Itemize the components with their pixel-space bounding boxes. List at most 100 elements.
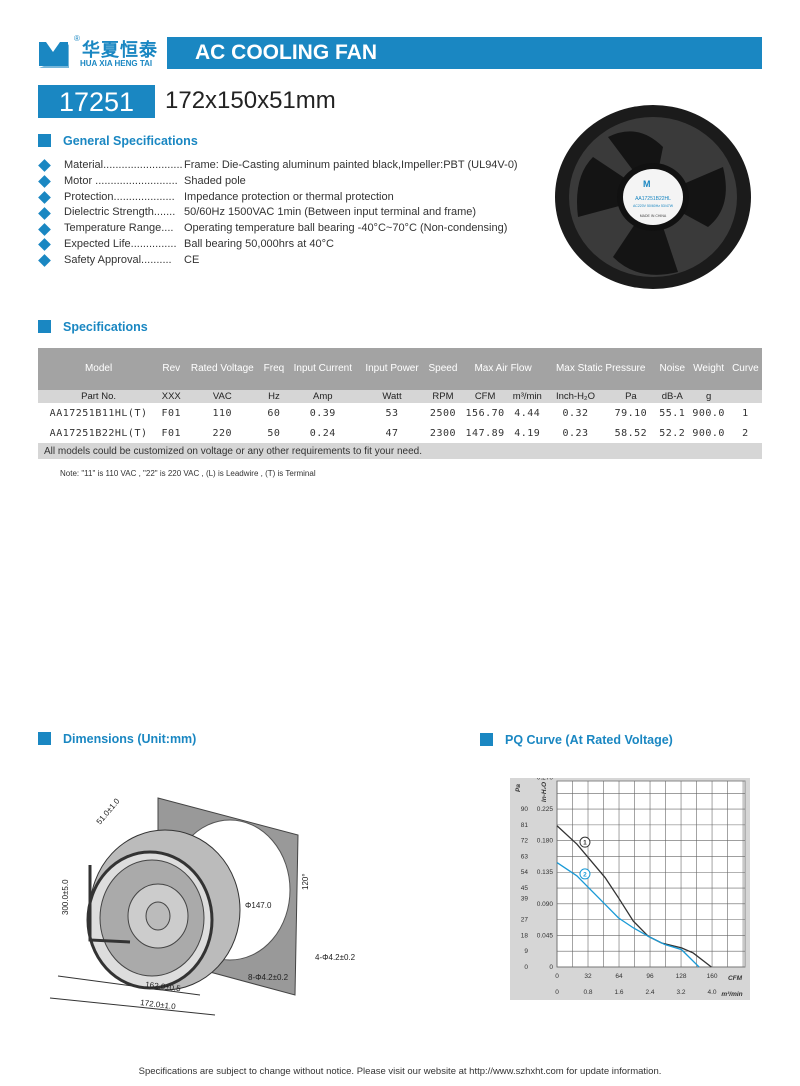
spec-item: Protection.................... Impedance …	[38, 190, 518, 206]
spec-value: Operating temperature ball bearing -40°C…	[184, 222, 508, 235]
table-cell: 147.89	[465, 427, 505, 439]
table-cell: 55.1	[659, 407, 686, 419]
y-tick-label: 72	[521, 838, 529, 845]
spec-value: Impedance protection or thermal protecti…	[184, 190, 394, 203]
y-tick-label: 81	[521, 822, 529, 829]
y2-tick-label: 0	[549, 964, 553, 971]
section-pq-curve: PQ Curve (At Rated Voltage)	[480, 733, 673, 747]
table-footer-row: All models could be customized on voltag…	[38, 443, 762, 459]
y-tick-label: 27	[521, 917, 529, 924]
fan-label-model: AA17251B22HL	[635, 196, 671, 202]
bullet-diamond-icon	[38, 191, 51, 204]
unit-cell: XXX	[159, 390, 184, 403]
table-cell: 60	[267, 407, 281, 419]
table-note: Note: "11" is 110 VAC , "22" is 220 VAC …	[60, 469, 316, 478]
section-title: Dimensions (Unit:mm)	[63, 732, 197, 746]
table-cell: 79.10	[614, 407, 648, 419]
fan-label-origin: MADE IN CHINA	[640, 214, 667, 218]
model-dimensions: 172x150x51mm	[165, 87, 336, 114]
column-header: Input Power	[358, 348, 426, 390]
page-title: AC COOLING FAN	[167, 37, 762, 69]
units-row: Part No. XXX VAC Hz Amp Watt RPM CFM m³/min Inch-…	[38, 390, 762, 403]
spec-item: Temperature Range.... Operating temperatu…	[38, 221, 518, 237]
spec-key: Safety Approval..........	[64, 253, 172, 266]
curve-label-2: 2	[583, 871, 587, 878]
section-title: General Specifications	[63, 134, 198, 148]
y-tick-label: 54	[521, 869, 529, 876]
general-spec-list: Material.......................... Frame:…	[38, 158, 518, 269]
y2-axis-label: In-H₂O	[541, 782, 548, 802]
column-header: Max Static Pressure	[545, 348, 657, 390]
table-cell: AA17251B11HL(T)	[49, 407, 148, 419]
spec-value: Shaded pole	[184, 174, 246, 187]
x2-tick-label: 0.8	[583, 989, 592, 996]
unit-cell: Part No.	[38, 390, 160, 403]
table-cell: 58.52	[614, 427, 648, 439]
column-header: Weight	[688, 348, 729, 390]
section-dimensions: Dimensions (Unit:mm)	[38, 732, 196, 746]
curve-line-1	[556, 825, 712, 968]
table-cell: 2500	[429, 407, 457, 419]
curve-line-2	[556, 862, 700, 968]
bullet-diamond-icon	[38, 238, 51, 252]
brand-logo: ® 华夏恒泰 HUA XIA HENG TAI	[38, 34, 163, 72]
unit-cell: g	[688, 390, 729, 403]
y-axis-label: Pa	[515, 784, 522, 792]
table-cell: 4.19	[514, 427, 541, 439]
table-cell: 53	[385, 407, 399, 419]
x-axis-label: CFM	[728, 975, 743, 982]
x-tick-label: 32	[584, 973, 592, 980]
column-header: Max Air Flow	[460, 348, 546, 390]
spec-key: Dielectric Strength.......	[64, 206, 176, 219]
column-header: Rev	[159, 348, 184, 390]
table-cell: 0.39	[309, 407, 336, 419]
table-cell: 900.0	[692, 427, 725, 439]
dim-outer: 172.0±1.0	[140, 998, 177, 1011]
unit-cell: Inch-H₂O	[545, 390, 606, 403]
table-cell: 110	[212, 407, 233, 419]
table-cell: 50	[267, 427, 281, 439]
table-cell: AA17251B22HL(T)	[49, 427, 148, 439]
x2-tick-label: 3.2	[677, 989, 686, 996]
unit-cell: dB-A	[656, 390, 689, 403]
unit-cell: Pa	[605, 390, 657, 403]
fan-label-rating: AC220V 50/60Hz 53/47W	[633, 204, 674, 208]
brand-name-cn: 华夏恒泰	[82, 40, 158, 60]
unit-cell: CFM	[460, 390, 510, 403]
table-cell: 0.32	[562, 407, 589, 419]
curve-label-1: 1	[583, 840, 587, 847]
spec-key: Temperature Range....	[64, 222, 174, 235]
spec-item: Dielectric Strength....... 50/60Hz 1500VA…	[38, 205, 518, 221]
bullet-diamond-icon	[38, 254, 51, 268]
unit-cell: Hz	[261, 390, 287, 403]
x2-axis-label: m³/min	[721, 991, 742, 998]
y2-tick-label: 0.090	[537, 901, 554, 908]
x-tick-label: 96	[646, 973, 654, 980]
table-cell: 47	[385, 427, 399, 439]
table-cell: 2300	[429, 427, 457, 439]
dim-mount-holes: 4-Φ4.2±0.2	[315, 953, 356, 962]
spec-key: Expected Life...............	[64, 237, 177, 250]
dim-frame-holes: 8-Φ4.2±0.2	[248, 973, 289, 982]
table-cell: F01	[161, 427, 182, 439]
bullet-diamond-icon	[38, 175, 51, 189]
y-tick-label: 0	[524, 964, 528, 971]
y-tick-label: 90	[521, 806, 529, 813]
unit-cell: Amp	[286, 390, 359, 403]
y-tick-label: 63	[521, 853, 529, 860]
column-header: Model	[38, 348, 160, 390]
table-cell: 1	[742, 407, 749, 419]
y-tick-label: 18	[521, 932, 529, 939]
unit-cell: RPM	[425, 390, 461, 403]
spec-table: Model Rev Rated Voltage Freq Input Current In…	[38, 348, 762, 459]
table-cell: F01	[161, 407, 182, 419]
spec-item: Motor ........................... Shaded …	[38, 174, 518, 190]
y-tick-label: 9	[524, 948, 528, 955]
fan-photo: M AA17251B22HL AC220V 50/60Hz 53/47W MAD…	[555, 105, 751, 289]
table-cell: 2	[742, 427, 749, 439]
table-cell: 900.0	[692, 407, 725, 419]
y2-tick-label: 0.270	[537, 778, 554, 781]
table-row: AA17251B11HL(T) F01 110 60 0.39 53 2500 156.70 4…	[38, 403, 762, 423]
unit-cell: VAC	[183, 390, 262, 403]
unit-cell: Watt	[358, 390, 426, 403]
